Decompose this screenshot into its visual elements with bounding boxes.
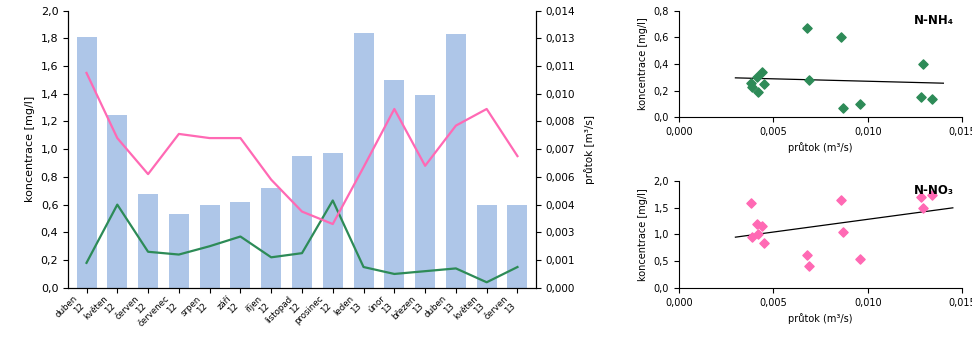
Point [913, 194, 928, 200]
Bar [138, 193, 158, 288]
Point [800, 252, 816, 258]
Point [745, 234, 760, 240]
Bar [261, 188, 281, 288]
Point [913, 94, 928, 100]
Point [754, 69, 770, 75]
Point [835, 105, 850, 111]
Bar [507, 205, 528, 288]
Point [852, 101, 868, 107]
Y-axis label: koncentrace [mg/l]: koncentrace [mg/l] [25, 96, 35, 202]
Y-axis label: koncentrace [mg/l]: koncentrace [mg/l] [638, 18, 648, 110]
Point [800, 25, 816, 31]
Bar [169, 214, 189, 288]
Point [834, 34, 850, 40]
Point [756, 81, 772, 87]
Text: N-NH₄: N-NH₄ [914, 14, 954, 27]
Point [750, 232, 766, 237]
X-axis label: průtok (m³/s): průtok (m³/s) [788, 143, 852, 153]
Point [915, 205, 930, 211]
Bar [384, 80, 404, 288]
Bar [199, 205, 220, 288]
Point [748, 74, 764, 80]
Point [743, 80, 758, 85]
Point [801, 264, 816, 269]
Bar [446, 34, 466, 288]
Point [756, 240, 772, 246]
Point [748, 221, 764, 227]
Point [852, 256, 868, 262]
Point [915, 61, 930, 67]
Bar [476, 205, 497, 288]
Point [750, 89, 766, 95]
Point [743, 200, 758, 205]
Bar [323, 153, 343, 288]
Point [924, 192, 940, 197]
X-axis label: průtok (m³/s): průtok (m³/s) [788, 313, 852, 324]
Bar [415, 95, 435, 288]
Y-axis label: průtok [m³/s]: průtok [m³/s] [583, 115, 595, 184]
Point [801, 77, 816, 83]
Point [834, 197, 850, 203]
Point [745, 84, 760, 89]
Point [754, 224, 770, 229]
Bar [107, 114, 127, 288]
Point [924, 96, 940, 101]
Bar [292, 156, 312, 288]
Bar [230, 202, 251, 288]
Bar [77, 37, 96, 288]
Point [835, 229, 850, 234]
Bar [354, 33, 373, 288]
Y-axis label: koncentrace [mg/l]: koncentrace [mg/l] [638, 188, 648, 281]
Text: N-NO₃: N-NO₃ [914, 184, 954, 197]
